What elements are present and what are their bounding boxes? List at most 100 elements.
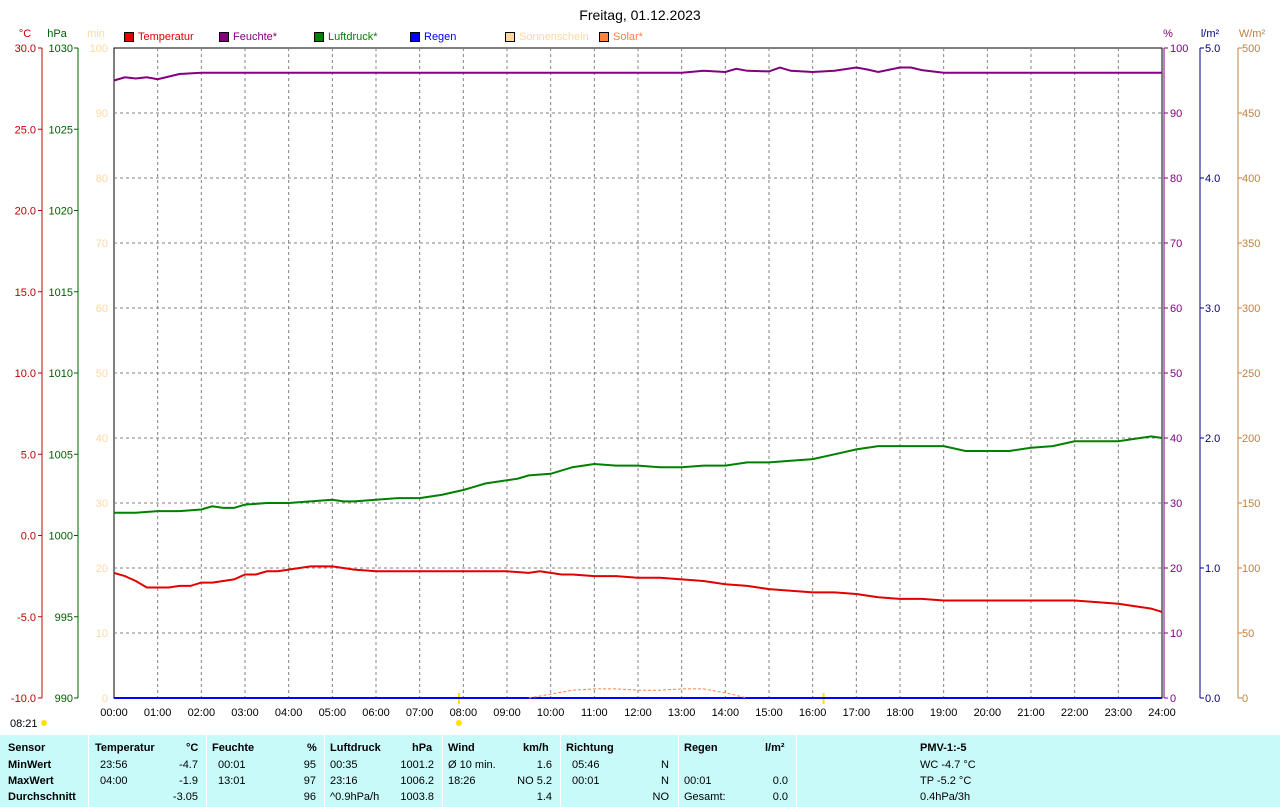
pressure-tick-label: 1015: [49, 287, 73, 299]
solar-tick-label: 150: [1242, 498, 1260, 510]
time-tick-label: 14:00: [712, 707, 740, 719]
time-tick-label: 11:00: [581, 707, 608, 719]
richtung-header: Richtung: [566, 742, 614, 754]
table-cell-feuchte-time: 13:01: [218, 775, 246, 787]
sunshine-tick-label: 90: [96, 108, 108, 120]
humidity-tick-label: 40: [1170, 433, 1182, 445]
time-tick-label: 04:00: [275, 707, 303, 719]
sensor-header: Sensor: [8, 742, 46, 754]
table-cell-extra: 0.4hPa/3h: [920, 791, 971, 803]
table-cell-label: MaxWert: [8, 775, 54, 787]
wind-header: Wind: [448, 742, 475, 754]
table-cell-temp-val: -1.9: [179, 775, 198, 787]
solar-axis-unit: W/m²: [1239, 28, 1266, 40]
humidity-tick-label: 90: [1170, 108, 1182, 120]
time-tick-label: 21:00: [1017, 707, 1045, 719]
table-cell-wind-val: NO 5.2: [517, 775, 552, 787]
table-cell-temp-val: -3.05: [172, 791, 198, 803]
update-time-label: 08:21: [10, 718, 38, 730]
feuchte-unit-header: %: [307, 742, 317, 754]
temp-tick-label: 20.0: [15, 206, 36, 218]
table-cell-regen-val: 0.0: [772, 775, 788, 787]
sunshine-tick-label: 50: [96, 368, 108, 380]
table-cell-wind-text: 18:26: [448, 775, 476, 787]
sunshine-tick-label: 70: [96, 238, 108, 250]
legend-item: Temperatur: [124, 31, 194, 43]
table-cell-regen-time: Gesamt:: [684, 791, 726, 803]
legend-item: Regen: [410, 31, 456, 43]
humidity-tick-label: 50: [1170, 368, 1182, 380]
sunrise-marker: [41, 720, 47, 726]
legend-label: Sonnenschein: [519, 31, 589, 43]
sunshine-tick-label: 80: [96, 173, 108, 185]
temp-tick-label: 0.0: [21, 531, 36, 543]
table-cell-druck-val: 1006.2: [400, 775, 434, 787]
time-tick-label: 09:00: [493, 707, 521, 719]
sunshine-tick-label: 10: [96, 628, 108, 640]
solar-tick-label: 350: [1242, 238, 1260, 250]
table-cell-label: Durchschnitt: [8, 791, 76, 803]
time-tick-label: 06:00: [362, 707, 390, 719]
solar-tick-label: 50: [1242, 628, 1254, 640]
table-cell-regen-val: 0.0: [772, 791, 788, 803]
table-cell-temp-val: -4.7: [179, 759, 198, 771]
time-tick-label: 15:00: [755, 707, 783, 719]
legend-item: Luftdruck*: [314, 31, 378, 43]
table-cell-richtung-val: NO: [652, 791, 670, 803]
temp-tick-label: -10.0: [11, 693, 36, 705]
time-tick-label: 07:00: [406, 707, 434, 719]
temp-tick-label: 15.0: [15, 287, 36, 299]
solar-tick-label: 300: [1242, 303, 1260, 315]
sunshine-tick-label: 60: [96, 303, 108, 315]
table-cell-richtung-val: N: [661, 775, 669, 787]
time-tick-label: 17:00: [843, 707, 871, 719]
pressure-tick-label: 995: [55, 612, 73, 624]
humidity-tick-label: 80: [1170, 173, 1182, 185]
luftdruck-header: Luftdruck: [330, 742, 381, 754]
time-tick-label: 05:00: [319, 707, 347, 719]
temperatur-line: [113, 565, 1163, 613]
pressure-tick-label: 1005: [49, 449, 73, 461]
humidity-tick-label: 0: [1170, 693, 1176, 705]
legend-item: Feuchte*: [219, 31, 277, 43]
legend-label: Solar*: [613, 31, 643, 43]
humidity-tick-label: 100: [1170, 43, 1188, 55]
legend-swatch: [599, 32, 609, 42]
regen-unit-header: l/m²: [765, 742, 785, 754]
table-cell-temp-time: 23:56: [100, 759, 128, 771]
time-tick-label: 10:00: [537, 707, 565, 719]
temp-unit-header: °C: [186, 742, 199, 754]
pressure-tick-label: 1020: [49, 206, 73, 218]
luftdruck-unit-header: hPa: [412, 742, 433, 754]
table-cell-feuchte-val: 96: [303, 791, 316, 803]
sunshine-tick-label: 20: [96, 563, 108, 575]
humidity-tick-label: 60: [1170, 303, 1182, 315]
pressure-tick-label: 1030: [49, 43, 73, 55]
sunshine-axis-unit: min: [87, 28, 105, 40]
pressure-tick-label: 990: [55, 693, 73, 705]
weather-chart: Freitag, 01.12.2023 °C hPa min% l/m² W/m² 30.0…: [10, 7, 1266, 730]
temp-tick-label: -5.0: [17, 612, 36, 624]
legend-item: Sonnenschein: [505, 31, 589, 43]
time-tick-label: 18:00: [886, 707, 914, 719]
table-cell-wind-val: 1.6: [536, 759, 552, 771]
time-tick-label: 22:00: [1061, 707, 1089, 719]
sunshine-tick-label: 30: [96, 498, 108, 510]
humidity-tick-label: 10: [1170, 628, 1182, 640]
rain-axis-unit: l/m²: [1201, 28, 1220, 40]
luftdruck-line: [114, 435, 1163, 514]
sunshine-tick-label: 100: [90, 43, 108, 55]
legend-label: Feuchte*: [233, 31, 278, 43]
feuchte-line: [113, 66, 1162, 82]
table-cell-temp-time: 04:00: [100, 775, 128, 787]
pmv-header: PMV-1:-5: [920, 742, 967, 754]
rain-tick-label: 1.0: [1205, 563, 1220, 575]
rain-tick-label: 3.0: [1205, 303, 1220, 315]
sunshine-tick-label: 0: [102, 693, 108, 705]
table-cell-druck-val: 1001.2: [400, 759, 434, 771]
legend-label: Luftdruck*: [328, 31, 378, 43]
rain-tick-label: 2.0: [1205, 433, 1220, 445]
time-tick-label: 23:00: [1105, 707, 1133, 719]
legend-swatch: [124, 32, 134, 42]
solar-tick-label: 400: [1242, 173, 1260, 185]
